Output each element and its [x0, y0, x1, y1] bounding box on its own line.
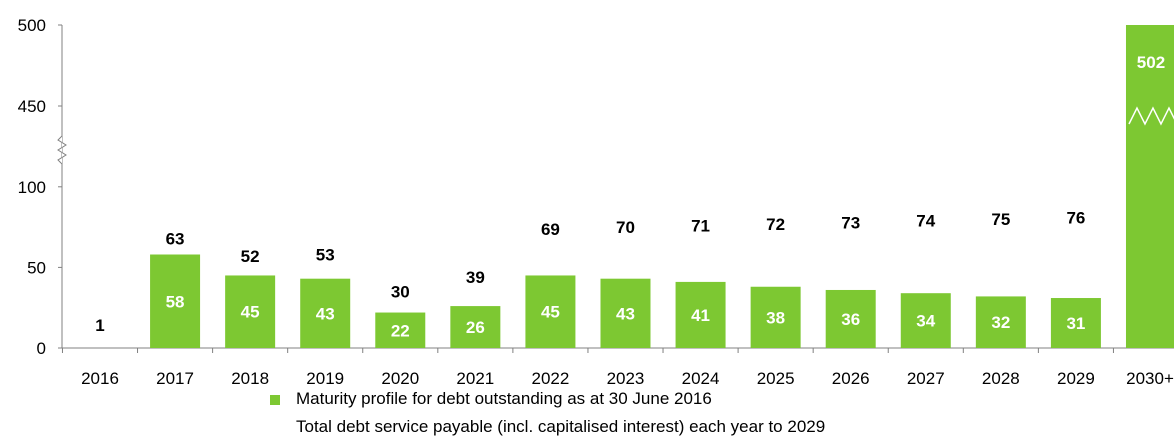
- bar-2018: [225, 275, 276, 348]
- debt-service-label: 73: [841, 213, 860, 232]
- bar-2019: [300, 278, 351, 348]
- x-tick-label: 2024: [682, 369, 720, 388]
- bar-2024: [675, 281, 726, 348]
- bar-value-label: 36: [841, 310, 860, 329]
- bar-2028: [975, 296, 1026, 348]
- bars-group: 1 58 63 45 52 43 53 22 30 26 39 45 69 43 70 41 71 38 72 36 7…: [95, 25, 1174, 348]
- y-tick-label: 0: [37, 339, 46, 358]
- legend-label-maturity: Maturity profile for debt outstanding as…: [296, 389, 712, 408]
- x-tick-label: 2027: [907, 369, 945, 388]
- legend-swatch-maturity: [270, 395, 280, 405]
- x-tick-label: 2022: [532, 369, 570, 388]
- debt-service-label: 1: [95, 316, 104, 335]
- x-tick-label: 2029: [1057, 369, 1095, 388]
- bar-value-label: 31: [1066, 314, 1085, 333]
- bar-value-label: 45: [541, 303, 560, 322]
- debt-service-label: 30: [391, 283, 410, 302]
- bar-value-label: 32: [991, 313, 1010, 332]
- bar-break-icon: [1128, 106, 1174, 126]
- legend-label-debt-service: Total debt service payable (incl. capita…: [296, 417, 825, 436]
- bar-2026: [825, 289, 876, 348]
- debt-service-label: 69: [541, 220, 560, 239]
- bar-value-label: 22: [391, 321, 410, 340]
- y-tick-label: 500: [18, 16, 46, 35]
- x-tick-label: 2016: [81, 369, 119, 388]
- x-tick-label: 2028: [982, 369, 1020, 388]
- debt-service-label: 63: [166, 229, 185, 248]
- x-tick-label: 2020: [381, 369, 419, 388]
- bar-2023: [600, 278, 651, 348]
- x-tick-label: 2023: [607, 369, 645, 388]
- bar-2022: [525, 275, 576, 348]
- bar-2029: [1050, 298, 1101, 348]
- bar-value-label: 45: [241, 303, 260, 322]
- x-tick-label: 2030+: [1126, 369, 1174, 388]
- debt-service-label: 74: [916, 212, 935, 231]
- y-tick-label: 50: [27, 258, 46, 277]
- bar-2030+: [1125, 25, 1174, 348]
- bar-value-label: 502: [1137, 53, 1165, 72]
- bar-value-label: 41: [691, 306, 710, 325]
- bar-value-label: 38: [766, 308, 785, 327]
- debt-service-label: 39: [466, 268, 485, 287]
- x-tick-label: 2019: [306, 369, 344, 388]
- debt-service-label: 70: [616, 218, 635, 237]
- bar-value-label: 58: [166, 292, 185, 311]
- y-tick-labels: 0 50 100 450 500: [18, 16, 46, 358]
- debt-service-label: 53: [316, 246, 335, 265]
- y-tick-label: 100: [18, 178, 46, 197]
- debt-service-label: 52: [241, 247, 260, 266]
- x-tick-label: 2017: [156, 369, 194, 388]
- x-tick-label: 2021: [456, 369, 494, 388]
- bar-value-label: 34: [916, 312, 935, 331]
- x-tick-label: 2026: [832, 369, 870, 388]
- debt-service-label: 72: [766, 215, 785, 234]
- bar-value-label: 43: [616, 304, 635, 323]
- x-tick-labels: 2016 2017 2018 2019 2020 2021 2022 2023 2024 2025…: [81, 369, 1174, 388]
- debt-service-label: 76: [1066, 208, 1085, 227]
- bar-2017: [150, 254, 201, 348]
- bar-2027: [900, 293, 951, 348]
- bar-value-label: 26: [466, 318, 485, 337]
- y-tick-label: 450: [18, 97, 46, 116]
- x-tick-label: 2025: [757, 369, 795, 388]
- bar-2020: [375, 312, 426, 348]
- debt-service-label: 71: [691, 217, 710, 236]
- legend: Maturity profile for debt outstanding as…: [270, 389, 825, 436]
- bar-value-label: 43: [316, 304, 335, 323]
- bar-2025: [750, 286, 801, 348]
- bar-2021: [450, 306, 501, 348]
- y-axis-break-icon: [57, 135, 67, 165]
- x-tick-label: 2018: [231, 369, 269, 388]
- debt-service-label: 75: [991, 210, 1010, 229]
